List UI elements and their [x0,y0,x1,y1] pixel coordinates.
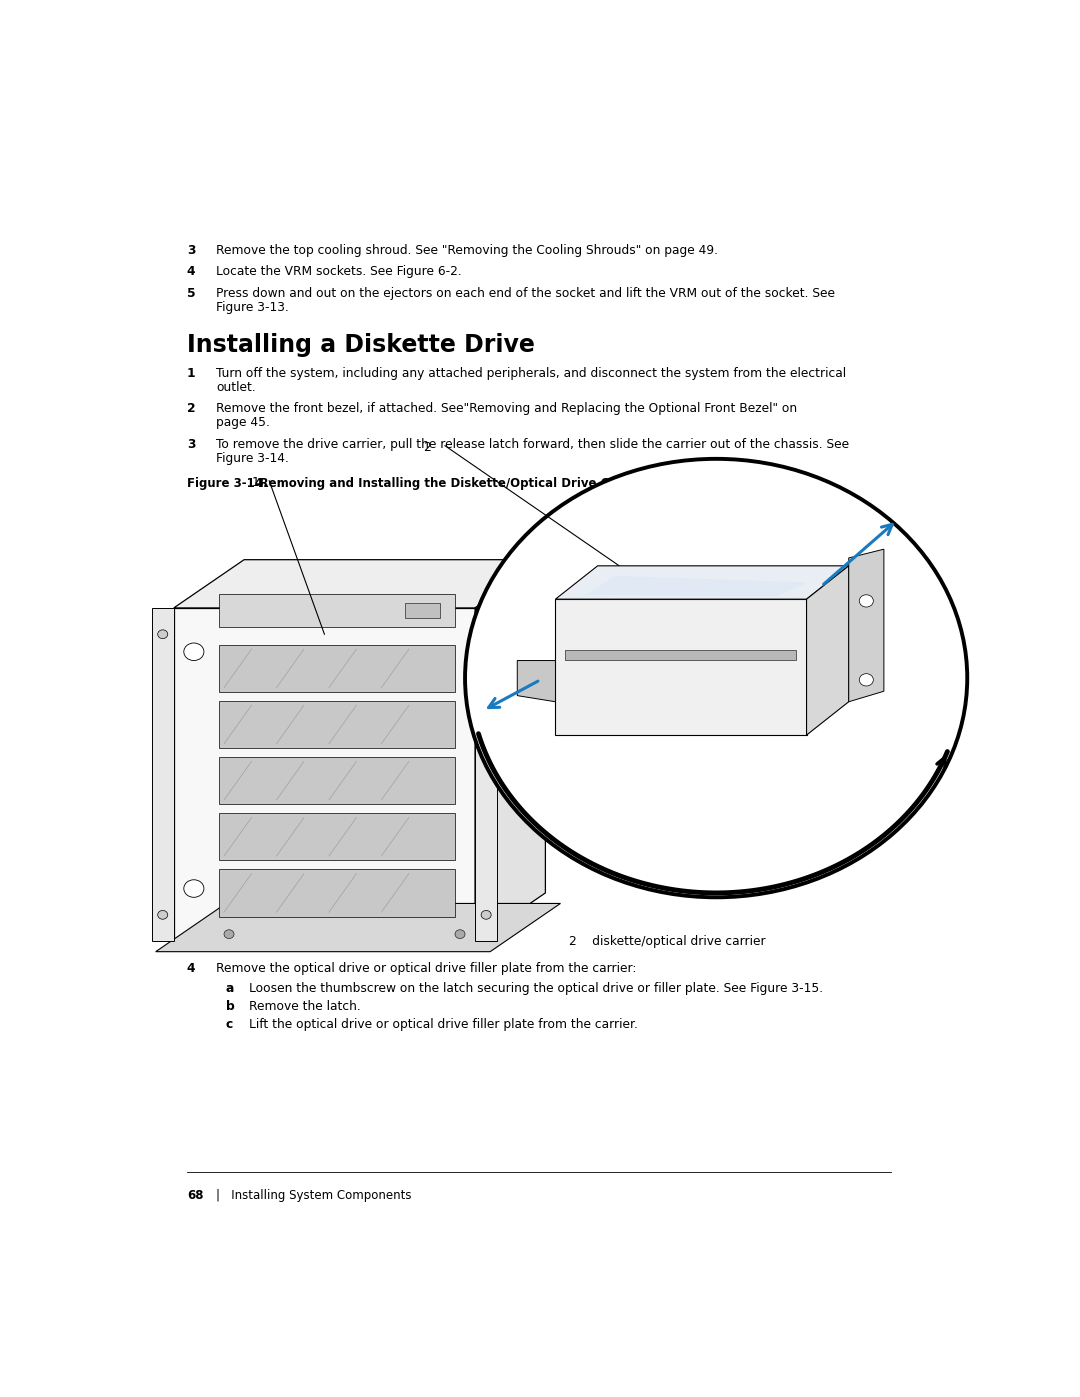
Text: Remove the optical drive or optical drive filler plate from the carrier:: Remove the optical drive or optical driv… [216,963,637,975]
Polygon shape [174,560,545,608]
Circle shape [184,880,204,897]
Polygon shape [517,661,555,701]
Circle shape [481,630,491,638]
Text: 2    diskette/optical drive carrier: 2 diskette/optical drive carrier [569,936,766,949]
Polygon shape [555,566,849,599]
Text: 4: 4 [187,963,195,975]
Text: 1: 1 [187,367,195,380]
Text: Locate the VRM sockets. See Figure 6-2.: Locate the VRM sockets. See Figure 6-2. [216,265,462,278]
Text: 68: 68 [187,1189,203,1203]
Bar [151,608,174,942]
Text: Remove the latch.: Remove the latch. [248,1000,361,1013]
Text: c: c [226,1018,233,1031]
Text: Figure 3-14.: Figure 3-14. [187,478,268,490]
Bar [475,608,497,942]
Circle shape [481,911,491,919]
Text: 3: 3 [187,437,195,451]
Text: Loosen the thumbscrew on the latch securing the optical drive or filler plate. S: Loosen the thumbscrew on the latch secur… [248,982,823,995]
Text: Removing and Installing the Diskette/Optical Drive Carrier: Removing and Installing the Diskette/Opt… [243,478,647,490]
Text: Press down and out on the ejectors on each end of the socket and lift the VRM ou: Press down and out on the ejectors on ea… [216,286,835,300]
Text: 1    release latch: 1 release latch [306,936,407,949]
Bar [566,650,796,661]
Circle shape [158,911,167,919]
Text: 4: 4 [187,265,195,278]
Text: 2: 2 [423,441,431,454]
Polygon shape [156,904,561,951]
Circle shape [224,930,234,939]
Text: Remove the top cooling shroud. See "Removing the Cooling Shrouds" on page 49.: Remove the top cooling shroud. See "Remo… [216,244,718,257]
Bar [219,813,455,861]
Bar [174,608,475,942]
Polygon shape [475,560,545,942]
Polygon shape [585,576,808,597]
Circle shape [465,458,968,897]
Text: outlet.: outlet. [216,381,256,394]
Circle shape [455,930,465,939]
Circle shape [860,673,874,686]
Bar [555,599,807,735]
Polygon shape [807,566,849,735]
Text: 3: 3 [187,244,195,257]
Text: Figure 3-13.: Figure 3-13. [216,300,289,314]
Text: b: b [226,1000,234,1013]
Text: To remove the drive carrier, pull the release latch forward, then slide the carr: To remove the drive carrier, pull the re… [216,437,850,451]
Bar [405,602,440,619]
Text: Lift the optical drive or optical drive filler plate from the carrier.: Lift the optical drive or optical drive … [248,1018,638,1031]
Text: a: a [226,982,234,995]
Bar [219,757,455,805]
Circle shape [860,595,874,608]
Circle shape [158,630,167,638]
Bar [219,701,455,749]
Text: page 45.: page 45. [216,416,270,429]
Bar [219,869,455,916]
Text: 5: 5 [187,286,195,300]
Polygon shape [849,549,883,701]
Text: |   Installing System Components: | Installing System Components [216,1189,411,1203]
Text: Figure 3-14.: Figure 3-14. [216,451,289,465]
Bar [219,594,455,627]
Text: Remove the front bezel, if attached. See"Removing and Replacing the Optional Fro: Remove the front bezel, if attached. See… [216,402,797,415]
Text: 2: 2 [187,402,195,415]
Text: Turn off the system, including any attached peripherals, and disconnect the syst: Turn off the system, including any attac… [216,367,847,380]
Text: Installing a Diskette Drive: Installing a Diskette Drive [187,334,535,358]
Text: 1: 1 [252,476,260,489]
Circle shape [184,643,204,661]
Bar [219,645,455,692]
